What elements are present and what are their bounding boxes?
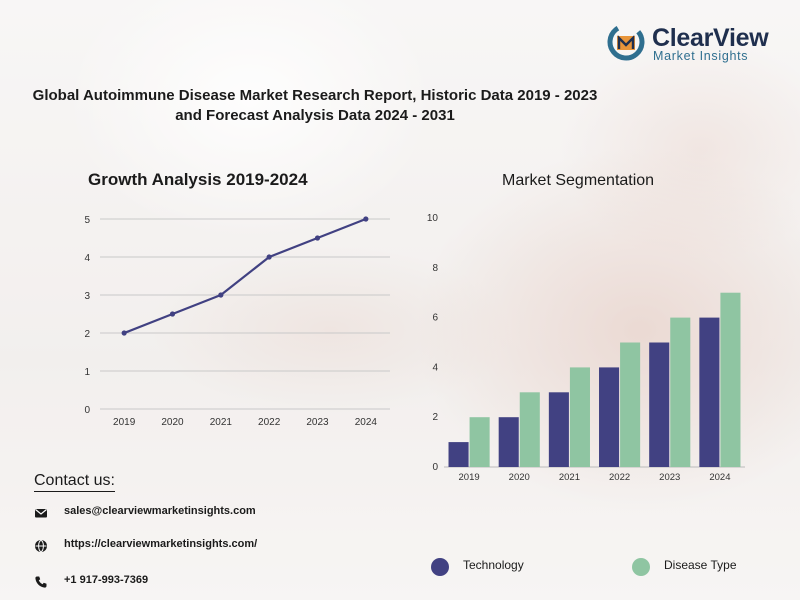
legend-label-technology: Technology	[463, 558, 524, 572]
bar-disease-type	[469, 417, 490, 467]
line-y-tick-label: 1	[84, 367, 90, 378]
line-y-tick-label: 0	[84, 405, 90, 416]
bar-disease-type	[720, 292, 741, 467]
line-point	[169, 311, 176, 317]
line-chart-title: Growth Analysis 2019-2024	[88, 170, 308, 189]
line-point	[266, 254, 272, 260]
contact-heading: Contact us:	[34, 472, 115, 492]
bar-x-tick-label: 2020	[509, 472, 530, 483]
bar-x-tick-label: 2021	[559, 472, 580, 483]
bar-chart-title: Market Segmentation	[502, 172, 655, 189]
legend-label-disease-type: Disease Type	[664, 558, 737, 572]
brand-name: ClearView	[652, 24, 769, 52]
bar-technology	[699, 317, 720, 467]
line-y-tick-label: 4	[84, 253, 90, 264]
bar-x-tick-label: 2022	[609, 472, 630, 483]
legend-swatch-technology	[431, 558, 449, 576]
bar-y-tick-label: 10	[427, 213, 439, 224]
line-x-tick-label: 2022	[258, 417, 281, 428]
contact-phone-text[interactable]: +1 917-993-7369	[64, 574, 149, 586]
legend-swatch-disease-type	[632, 558, 650, 576]
bar-y-tick-label: 6	[432, 313, 438, 324]
line-x-tick-label: 2023	[306, 417, 329, 428]
bar-disease-type	[569, 367, 590, 467]
line-point	[363, 216, 369, 222]
bar-technology	[649, 342, 670, 467]
bar-disease-type	[620, 342, 641, 467]
bar-disease-type	[519, 392, 540, 467]
bar-technology	[498, 417, 519, 467]
line-y-tick-label: 5	[84, 215, 90, 226]
logo-mark-icon	[607, 23, 645, 61]
bar-y-tick-label: 2	[432, 412, 438, 423]
line-x-tick-label: 2024	[355, 417, 378, 428]
bar-technology	[599, 367, 620, 467]
envelope-icon	[35, 509, 47, 518]
bar-x-tick-label: 2019	[459, 472, 480, 483]
bar-disease-type	[670, 317, 691, 467]
bar-y-tick-label: 8	[432, 263, 438, 274]
brand-subtitle: Market Insights	[653, 49, 749, 63]
bar-x-tick-label: 2023	[659, 472, 680, 483]
globe-icon	[35, 540, 47, 552]
line-x-tick-label: 2020	[161, 417, 184, 428]
phone-icon	[35, 576, 47, 588]
growth-line-chart: 0 1 2 3 4 5 2019 2020 2021 2022 2023 2024	[84, 215, 390, 428]
line-x-tick-label: 2019	[113, 417, 136, 428]
bar-technology	[548, 392, 569, 467]
bar-x-tick-label: 2024	[709, 472, 730, 483]
brand-logo: ClearView Market Insights	[606, 22, 786, 64]
contact-website-text[interactable]: https://clearviewmarketinsights.com/	[64, 538, 258, 550]
line-point	[121, 330, 127, 336]
line-series	[123, 217, 367, 335]
line-y-tick-label: 3	[84, 291, 90, 302]
line-point	[218, 292, 224, 298]
line-point	[314, 235, 321, 241]
report-title: Global Autoimmune Disease Market Researc…	[32, 87, 598, 124]
line-x-tick-label: 2021	[210, 417, 233, 428]
segmentation-bar-chart: 0 2 4 6 8 10 2019 2020 2021 2022 2023 2024	[427, 213, 745, 483]
bar-technology	[448, 442, 469, 467]
contact-email-text[interactable]: sales@clearviewmarketinsights.com	[64, 505, 256, 517]
bar-y-tick-label: 0	[432, 462, 438, 473]
bar-y-tick-label: 4	[432, 362, 438, 373]
line-y-tick-label: 2	[84, 329, 90, 340]
